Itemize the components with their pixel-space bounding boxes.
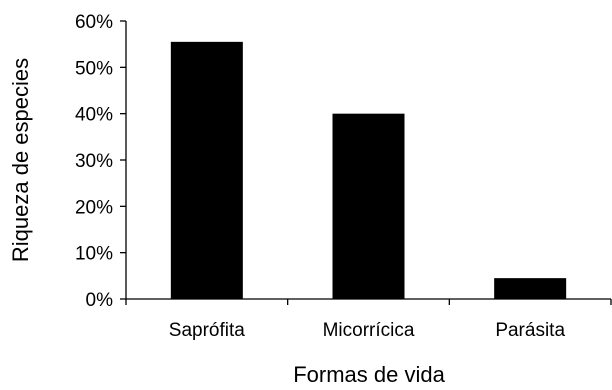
bar <box>494 278 567 299</box>
bar <box>170 41 243 299</box>
y-tick-label: 0% <box>86 290 114 311</box>
bars-group <box>170 41 567 300</box>
y-tick-label: 10% <box>75 244 113 265</box>
y-axis: 0% 10% 20% 30% 40% 50% 60% <box>75 12 127 311</box>
x-axis: Saprófita Micorrícica Parásita <box>125 298 612 341</box>
y-tick-label: 30% <box>75 151 113 172</box>
x-tick-label: Saprófita <box>169 320 245 341</box>
y-axis-title: Riqueza de especies <box>8 58 33 262</box>
bar <box>332 113 405 300</box>
y-tick-label: 20% <box>75 197 113 218</box>
y-tick-label: 50% <box>75 58 113 79</box>
x-tick-label: Micorrícica <box>323 320 415 341</box>
x-tick-label: Parásita <box>495 320 565 341</box>
x-axis-title: Formas de vida <box>293 362 445 387</box>
y-tick-label: 60% <box>75 12 113 33</box>
y-tick-label: 40% <box>75 105 113 126</box>
